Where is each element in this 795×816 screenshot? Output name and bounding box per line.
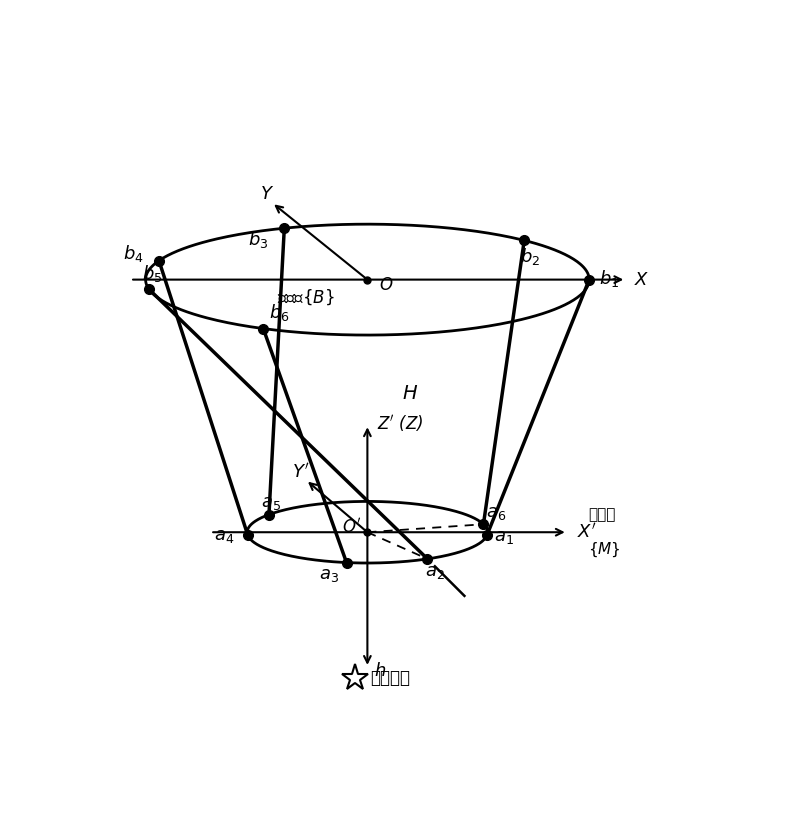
Text: $O$: $O$ xyxy=(378,276,393,294)
Text: $O'$: $O'$ xyxy=(343,518,362,537)
Text: 上平台: 上平台 xyxy=(588,508,615,522)
Text: $Y'$: $Y'$ xyxy=(292,463,309,482)
Text: $a_3$: $a_3$ xyxy=(320,565,339,584)
Text: $b_6$: $b_6$ xyxy=(269,302,289,323)
Text: $a_4$: $a_4$ xyxy=(214,527,235,545)
Text: $h$: $h$ xyxy=(374,662,386,680)
Text: 下平台$\{B\}$: 下平台$\{B\}$ xyxy=(277,287,335,307)
Text: $b_2$: $b_2$ xyxy=(520,246,541,267)
Text: $a_5$: $a_5$ xyxy=(261,494,281,512)
Text: $X$: $X$ xyxy=(634,271,650,289)
Text: $b_4$: $b_4$ xyxy=(122,242,143,264)
Text: $Z'$ (Z): $Z'$ (Z) xyxy=(377,414,423,434)
Text: $\{M\}$: $\{M\}$ xyxy=(588,540,621,559)
Text: $b_3$: $b_3$ xyxy=(248,228,269,250)
Text: $X'$: $X'$ xyxy=(577,523,596,542)
Text: $a_1$: $a_1$ xyxy=(494,528,514,546)
Text: 重心位置: 重心位置 xyxy=(370,669,410,687)
Text: $H$: $H$ xyxy=(402,384,419,403)
Text: $Y$: $Y$ xyxy=(260,185,274,203)
Text: $a_6$: $a_6$ xyxy=(486,504,506,522)
Text: $b_1$: $b_1$ xyxy=(599,268,619,289)
Text: $b_5$: $b_5$ xyxy=(142,263,162,284)
Text: $a_2$: $a_2$ xyxy=(425,564,444,582)
